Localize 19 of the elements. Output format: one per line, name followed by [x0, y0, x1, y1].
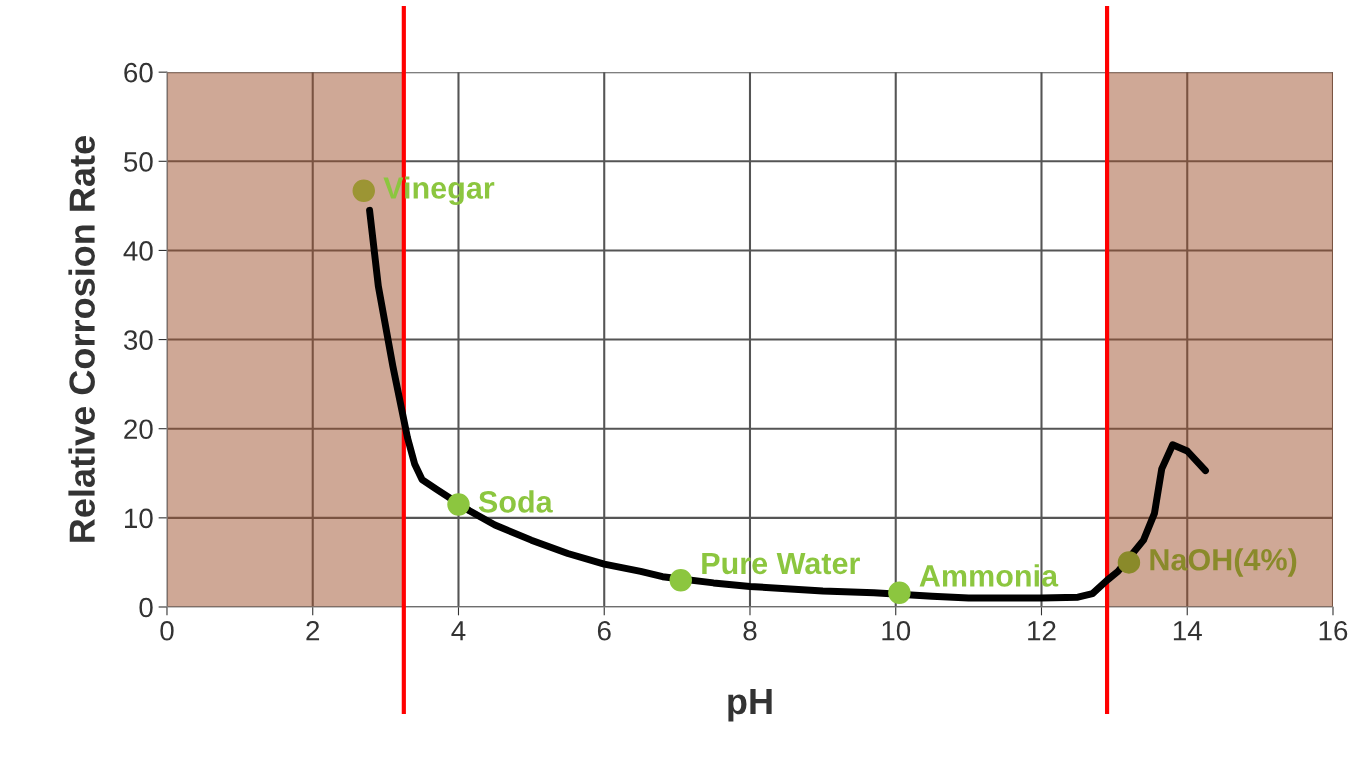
y-tick-label: 0 [139, 597, 153, 618]
x-tick-label: 6 [597, 620, 611, 641]
annotation: Soda [478, 490, 553, 513]
x-tick-label: 12 [1028, 620, 1056, 641]
x-tick-label: 16 [1319, 620, 1348, 641]
x-tick-label: 2 [306, 620, 320, 641]
y-tick-label: 10 [125, 508, 153, 529]
y-tick-label: 20 [124, 419, 153, 440]
x-tick-label: 4 [451, 621, 466, 641]
x-tick-label: 14 [1173, 621, 1202, 641]
y-tick-label: 40 [123, 241, 153, 261]
y-tick-label: 30 [123, 330, 153, 350]
y-tick-label: 50 [124, 151, 153, 172]
y-tick-label: 60 [124, 62, 153, 83]
x-axis-title: pH [728, 689, 772, 722]
x-tick-label: 8 [743, 620, 757, 641]
x-tick-label: 0 [160, 620, 174, 641]
y-axis-title: Relative Corrosion Rate [68, 136, 95, 542]
x-tick-label: 10 [882, 620, 911, 641]
